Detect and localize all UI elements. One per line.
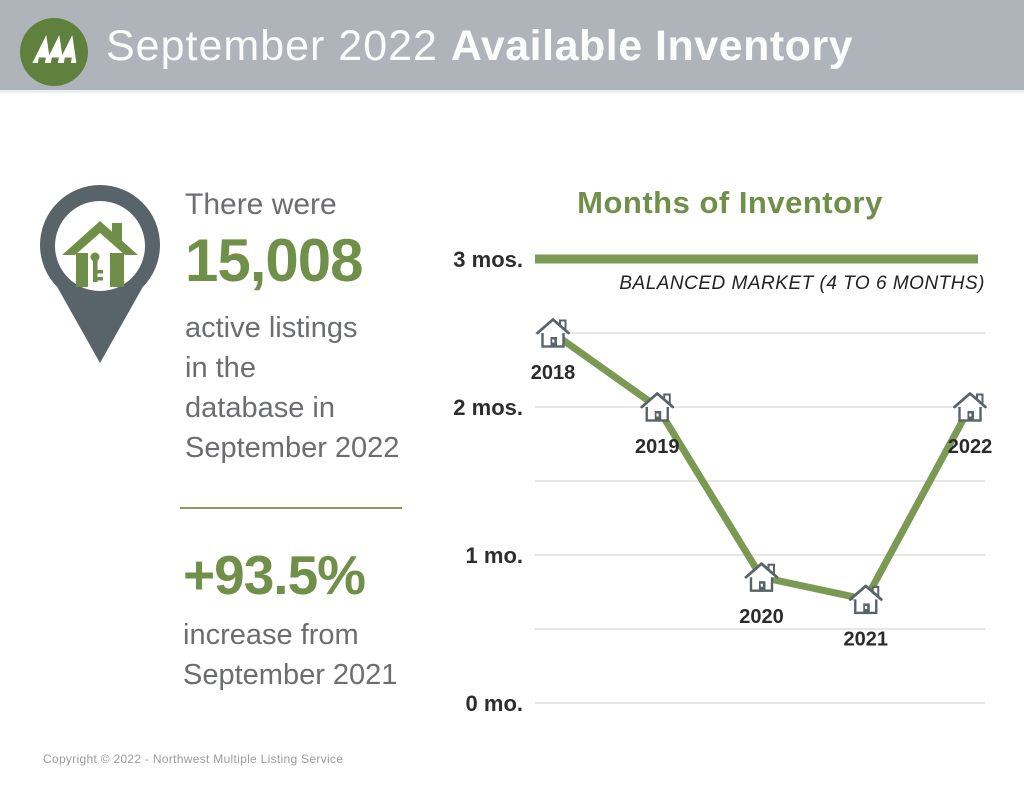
- active-listings-stat: There were 15,008 active listings in the…: [185, 188, 445, 468]
- months-of-inventory-chart: Months of Inventory 2018 2019 2020 2021 2022…: [440, 185, 1020, 730]
- year-label: 2019: [635, 436, 680, 458]
- inventory-line-chart: 2018 2019 2020 2021 2022 3 mos. 2 mos. 1 mo. 0 m…: [453, 247, 993, 716]
- stat-intro-text: There were: [185, 188, 337, 221]
- y-axis-tick-label: 0 mo.: [466, 691, 523, 716]
- stat-divider: [180, 507, 402, 509]
- page-title-topic: Available Inventory: [450, 22, 854, 70]
- change-description: increase from September 2021: [183, 615, 463, 695]
- balanced-market-label: BALANCED MARKET (4 TO 6 MONTHS): [619, 273, 985, 294]
- chart-title: Months of Inventory: [577, 185, 883, 220]
- yoy-change-stat: +93.5% increase from September 2021: [183, 543, 463, 695]
- change-description-line: increase from: [183, 619, 359, 651]
- trees-icon: [32, 35, 77, 63]
- listing-count: 15,008: [185, 227, 364, 294]
- header-bar: September 2022 Available Inventory: [0, 0, 1024, 93]
- green-house-icon: [62, 221, 138, 287]
- house-marker-icon: [848, 584, 883, 615]
- y-axis-tick-label: 1 mo.: [466, 543, 523, 568]
- stat-description-line: September 2022: [185, 432, 400, 464]
- percent-change: +93.5%: [183, 544, 366, 606]
- y-axis-tick-label: 3 mos.: [453, 247, 523, 272]
- house-pin-icon: [38, 183, 162, 365]
- house-marker-icon: [744, 562, 779, 593]
- house-marker-icon: [953, 392, 987, 422]
- nwmls-logo: [20, 18, 88, 86]
- year-label: 2021: [844, 628, 889, 650]
- change-description-line: September 2021: [183, 659, 398, 691]
- year-label: 2020: [739, 606, 784, 628]
- stat-description-line: database in: [185, 392, 335, 424]
- year-label: 2018: [531, 362, 576, 384]
- y-axis-tick-label: 2 mos.: [453, 395, 523, 420]
- inventory-series-line: [550, 330, 974, 603]
- year-label: 2022: [948, 436, 993, 458]
- stat-description-line: active listings: [185, 312, 358, 344]
- balanced-market-line: [535, 254, 978, 264]
- stat-description: active listings in the database in Septe…: [185, 308, 445, 468]
- page-title-month: September 2022: [106, 22, 451, 70]
- house-marker-icon: [536, 318, 570, 348]
- page-title: September 2022 Available Inventory: [106, 0, 853, 93]
- stat-description-line: in the: [185, 352, 256, 384]
- copyright-text: Copyright © 2022 - Northwest Multiple Li…: [43, 752, 344, 766]
